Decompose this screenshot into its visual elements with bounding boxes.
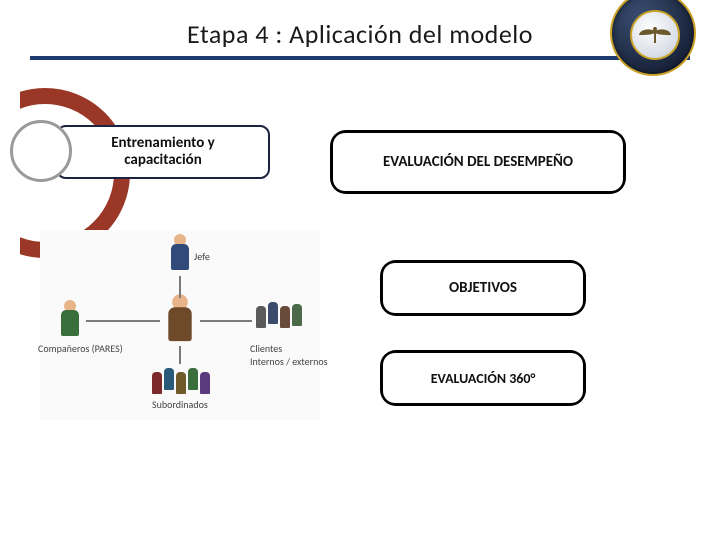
box-evaluacion-360: EVALUACIÓN 360°	[380, 350, 586, 406]
node-center	[164, 294, 195, 343]
title-underline	[30, 56, 690, 60]
box-evaluacion-desempeno: EVALUACIÓN DEL DESEMPEÑO	[330, 130, 626, 194]
evaluation-360-diagram: Jefe Compañeros (PARES) Clientes Interno…	[40, 230, 320, 420]
box-objetivos-text: OBJETIVOS	[449, 279, 517, 297]
arrow-top	[179, 276, 181, 298]
arrow-right	[200, 320, 252, 322]
node-jefe	[168, 234, 192, 272]
box-evaluacion-desempeno-text: EVALUACIÓN DEL DESEMPEÑO	[383, 153, 573, 171]
wings-icon	[637, 25, 673, 45]
arrow-left	[86, 320, 160, 322]
label-subordinados: Subordinados	[152, 398, 208, 411]
label-pares: Compañeros (PARES)	[38, 342, 148, 355]
army-aviation-logo	[610, 0, 696, 76]
label-clientes: Clientes Internos / externos	[250, 342, 330, 368]
label-jefe: Jefe	[194, 250, 210, 263]
arrow-bottom	[179, 346, 181, 364]
box-evaluacion-360-text: EVALUACIÓN 360°	[431, 370, 536, 387]
training-label-oval: Entrenamiento y capacitación	[56, 125, 270, 179]
node-pares	[58, 300, 82, 338]
box-objetivos: OBJETIVOS	[380, 260, 586, 316]
decorative-circle	[10, 120, 72, 182]
node-clientes	[256, 300, 306, 340]
training-label-text: Entrenamiento y capacitación	[111, 135, 215, 170]
